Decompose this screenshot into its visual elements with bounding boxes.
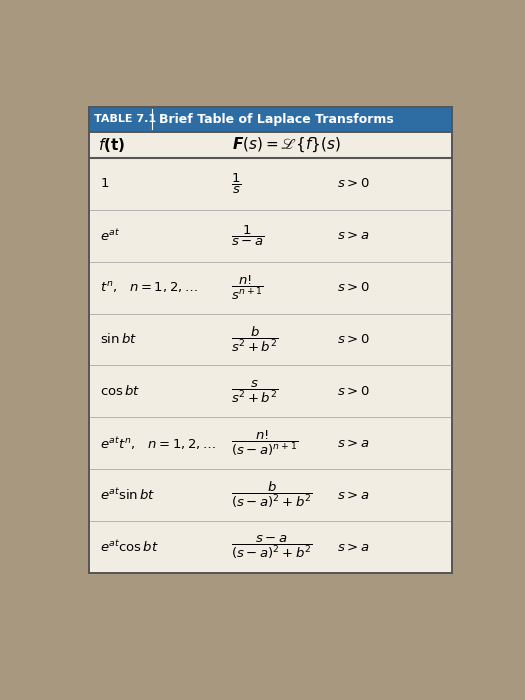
- Text: $\dfrac{n!}{s^{n+1}}$: $\dfrac{n!}{s^{n+1}}$: [230, 274, 264, 302]
- Text: $\cos bt$: $\cos bt$: [100, 384, 140, 398]
- Text: $s > a$: $s > a$: [337, 229, 369, 242]
- Text: $\boldsymbol{F}(s) = \mathscr{L}\{f\}(s)$: $\boldsymbol{F}(s) = \mathscr{L}\{f\}(s)…: [232, 136, 341, 154]
- Text: $s > a$: $s > a$: [337, 437, 369, 450]
- Text: $\dfrac{1}{s-a}$: $\dfrac{1}{s-a}$: [230, 224, 264, 248]
- Text: $s > 0$: $s > 0$: [337, 177, 370, 190]
- Text: $e^{at}\sin bt$: $e^{at}\sin bt$: [100, 487, 155, 503]
- Text: $s > 0$: $s > 0$: [337, 281, 370, 294]
- Bar: [89, 107, 452, 132]
- Text: $1$: $1$: [100, 177, 109, 190]
- Text: $e^{at}$: $e^{at}$: [100, 228, 120, 244]
- Text: $\dfrac{s-a}{(s-a)^{2}+b^{2}}$: $\dfrac{s-a}{(s-a)^{2}+b^{2}}$: [230, 533, 312, 561]
- Text: Brief Table of Laplace Transforms: Brief Table of Laplace Transforms: [159, 113, 393, 126]
- Text: $s > 0$: $s > 0$: [337, 385, 370, 398]
- Bar: [89, 107, 452, 573]
- Text: $\dfrac{b}{s^{2}+b^{2}}$: $\dfrac{b}{s^{2}+b^{2}}$: [230, 325, 278, 354]
- Text: $\dfrac{1}{s}$: $\dfrac{1}{s}$: [230, 172, 241, 196]
- Text: $\mathbf{\mathit{f}(t)}$: $\mathbf{\mathit{f}(t)}$: [98, 136, 125, 154]
- Text: $\dfrac{s}{s^{2}+b^{2}}$: $\dfrac{s}{s^{2}+b^{2}}$: [230, 378, 278, 405]
- Text: $\dfrac{b}{(s-a)^{2}+b^{2}}$: $\dfrac{b}{(s-a)^{2}+b^{2}}$: [230, 480, 312, 510]
- Text: $\sin bt$: $\sin bt$: [100, 332, 137, 346]
- Text: $\dfrac{n!}{(s-a)^{n+1}}$: $\dfrac{n!}{(s-a)^{n+1}}$: [230, 428, 298, 458]
- Text: $e^{at}t^{n}$,   $n = 1, 2, \ldots$: $e^{at}t^{n}$, $n = 1, 2, \ldots$: [100, 435, 216, 452]
- Text: $s > a$: $s > a$: [337, 489, 369, 502]
- Text: TABLE 7.1: TABLE 7.1: [93, 114, 155, 125]
- Text: $t^{n}$,   $n = 1, 2, \ldots$: $t^{n}$, $n = 1, 2, \ldots$: [100, 280, 197, 295]
- Text: $s > a$: $s > a$: [337, 540, 369, 554]
- Text: $s > 0$: $s > 0$: [337, 333, 370, 346]
- Text: $e^{at}\cos bt$: $e^{at}\cos bt$: [100, 539, 159, 555]
